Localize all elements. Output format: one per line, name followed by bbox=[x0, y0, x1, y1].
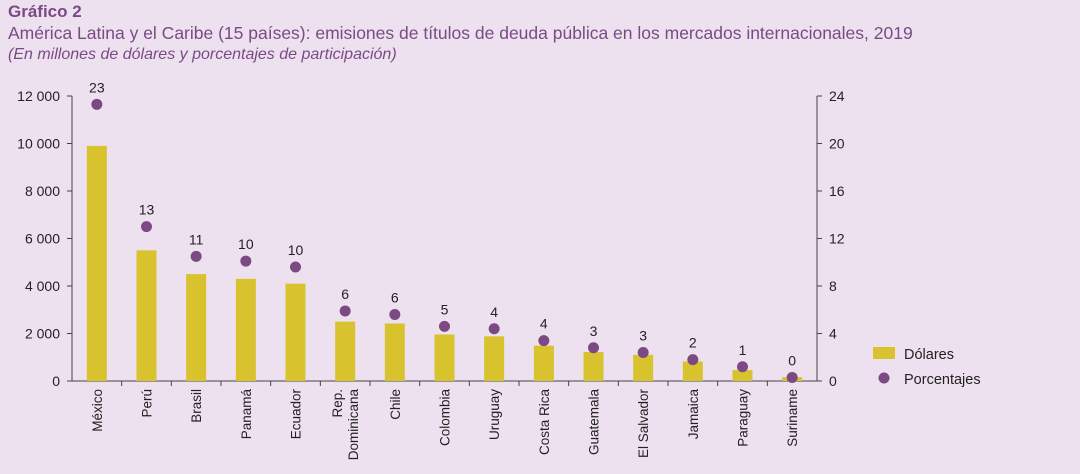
x-category-label: Brasil bbox=[189, 389, 204, 423]
bar-dolares bbox=[384, 323, 405, 381]
dot-porcentajes bbox=[141, 221, 152, 233]
y-left-tick-label: 8 000 bbox=[25, 183, 60, 199]
bar-dolares bbox=[533, 345, 554, 381]
dot-porcentajes bbox=[91, 98, 103, 110]
dot-porcentajes bbox=[737, 361, 748, 373]
y-right-tick-label: 24 bbox=[829, 88, 845, 104]
y-left-tick-label: 6 000 bbox=[25, 231, 60, 247]
y-right-tick-label: 8 bbox=[829, 278, 837, 294]
data-label-porcentaje: 6 bbox=[341, 286, 349, 302]
dot-porcentajes bbox=[637, 347, 649, 358]
dot-porcentajes bbox=[488, 323, 500, 335]
bar-dolares bbox=[583, 352, 604, 381]
data-label-porcentaje: 11 bbox=[189, 231, 204, 247]
y-right-tick-label: 4 bbox=[829, 326, 837, 342]
x-category-label: Paraguay bbox=[736, 389, 751, 447]
legend-label-porcentajes: Porcentajes bbox=[904, 372, 981, 388]
bar-dolares bbox=[335, 321, 356, 381]
chart-subtitle: (En millones de dólares y porcentajes de… bbox=[8, 46, 397, 63]
x-category-label: Perú bbox=[140, 389, 155, 418]
y-right-tick-label: 12 bbox=[829, 231, 845, 247]
dot-porcentajes bbox=[240, 255, 252, 267]
dot-porcentajes bbox=[439, 320, 450, 332]
data-label-porcentaje: 10 bbox=[238, 236, 254, 252]
bar-dolares bbox=[633, 354, 654, 381]
data-label-porcentaje: 4 bbox=[490, 304, 498, 320]
dot-porcentajes bbox=[190, 250, 202, 262]
x-category-label: Rep. bbox=[330, 389, 345, 418]
data-label-porcentaje: 5 bbox=[441, 301, 449, 317]
legend-label-dolares: Dólares bbox=[904, 347, 954, 363]
bar-dolares bbox=[285, 283, 306, 381]
chart-header: Gráfico 2 América Latina y el Caribe (15… bbox=[8, 2, 913, 66]
bar-dolares bbox=[136, 250, 157, 381]
x-category-label: Chile bbox=[388, 389, 403, 420]
bar-dolares bbox=[186, 274, 207, 381]
x-category-label: Jamaica bbox=[686, 389, 701, 440]
data-label-porcentaje: 3 bbox=[639, 328, 647, 344]
data-label-porcentaje: 13 bbox=[139, 202, 155, 218]
y-left-tick-label: 0 bbox=[52, 373, 60, 389]
x-category-label: El Salvador bbox=[636, 389, 651, 459]
x-category-label: México bbox=[90, 389, 105, 432]
bar-dolares bbox=[86, 145, 107, 381]
x-category-label: Ecuador bbox=[289, 389, 304, 440]
y-left-tick-label: 4 000 bbox=[25, 278, 60, 294]
chart-title: América Latina y el Caribe (15 países): … bbox=[8, 23, 913, 43]
data-label-porcentaje: 23 bbox=[89, 79, 105, 95]
legend-swatch-porcentajes bbox=[878, 372, 890, 384]
x-category-label: Uruguay bbox=[487, 389, 502, 440]
x-category-label: Suriname bbox=[785, 389, 800, 447]
data-label-porcentaje: 1 bbox=[739, 342, 747, 358]
data-label-porcentaje: 4 bbox=[540, 316, 548, 332]
bar-dolares bbox=[682, 361, 703, 381]
x-category-label: Guatemala bbox=[587, 389, 602, 456]
y-right-tick-label: 0 bbox=[829, 373, 837, 389]
dot-porcentajes bbox=[290, 261, 301, 273]
x-category-label: Colombia bbox=[438, 389, 453, 447]
dot-porcentajes bbox=[786, 371, 798, 383]
bar-dolares bbox=[235, 278, 256, 381]
data-label-porcentaje: 10 bbox=[288, 242, 304, 258]
bar-dolares bbox=[732, 370, 753, 381]
y-left-tick-label: 2 000 bbox=[25, 326, 60, 342]
dot-porcentajes bbox=[687, 354, 699, 366]
data-label-porcentaje: 3 bbox=[590, 323, 598, 339]
x-category-label: Panamá bbox=[239, 389, 254, 440]
y-right-tick-label: 20 bbox=[829, 136, 845, 152]
y-right-tick-label: 16 bbox=[829, 183, 845, 199]
y-left-tick-label: 10 000 bbox=[17, 136, 60, 152]
dot-porcentajes bbox=[339, 305, 351, 317]
dot-porcentajes bbox=[389, 309, 401, 320]
bar-dolares bbox=[434, 334, 455, 381]
data-label-porcentaje: 6 bbox=[391, 290, 399, 306]
data-label-porcentaje: 2 bbox=[689, 335, 697, 351]
x-category-label: Costa Rica bbox=[537, 389, 552, 456]
x-category-label: Dominicana bbox=[346, 389, 361, 461]
bar-dolares bbox=[484, 336, 505, 381]
chart-number: Gráfico 2 bbox=[8, 2, 82, 21]
data-label-porcentaje: 0 bbox=[788, 352, 796, 368]
dot-porcentajes bbox=[538, 335, 550, 347]
legend-swatch-dolares bbox=[873, 347, 895, 359]
y-left-tick-label: 12 000 bbox=[17, 88, 60, 104]
dot-porcentajes bbox=[588, 342, 599, 354]
